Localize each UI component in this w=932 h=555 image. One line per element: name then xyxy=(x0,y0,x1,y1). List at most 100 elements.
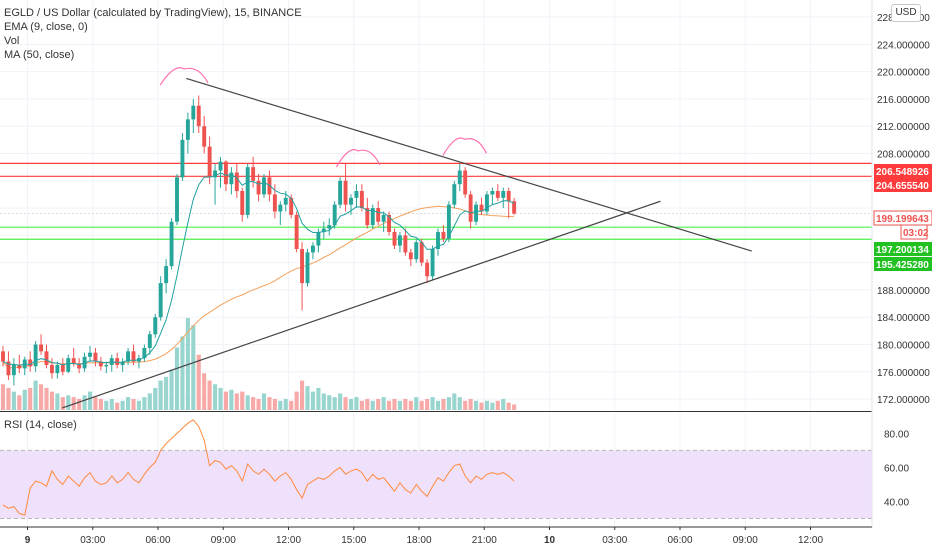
volume-bars xyxy=(0,318,517,410)
candle-body xyxy=(262,177,266,195)
volume-bar xyxy=(234,393,239,410)
rsi-panel xyxy=(0,411,872,519)
price-label-text: 197.200134 xyxy=(876,245,929,256)
volume-bar xyxy=(473,400,479,410)
volume-bar xyxy=(403,398,408,410)
volume-bar xyxy=(104,400,109,410)
candle-body xyxy=(120,361,125,365)
price-label-box xyxy=(874,242,932,256)
candle-body xyxy=(196,105,201,127)
candle-body xyxy=(376,208,381,222)
candle-body xyxy=(185,119,190,140)
candle-body xyxy=(403,235,408,253)
candle-body xyxy=(452,184,457,205)
volume-bar xyxy=(202,373,207,410)
volume-bar xyxy=(55,393,60,410)
time-tick-label: 06:00 xyxy=(667,535,692,546)
volume-bar xyxy=(397,400,403,410)
volume-bar xyxy=(392,398,397,410)
rsi-label[interactable]: RSI (14, close) xyxy=(4,419,77,431)
candle-body xyxy=(441,231,446,239)
volume-bar xyxy=(310,391,316,410)
volume-bar xyxy=(44,387,49,410)
candle-body xyxy=(218,161,223,171)
candle-body xyxy=(229,172,234,185)
candle-body xyxy=(332,204,337,226)
grid xyxy=(0,0,872,527)
candle-body xyxy=(338,180,343,205)
price-label-box xyxy=(874,164,932,178)
volume-bar xyxy=(338,393,343,410)
candle-body xyxy=(392,231,397,246)
price-label-box xyxy=(900,224,928,240)
indicator-ema[interactable]: EMA (9, close, 0) xyxy=(4,21,88,33)
volume-bar xyxy=(490,402,495,410)
volume-bar xyxy=(174,347,180,410)
volume-bar xyxy=(33,380,38,410)
volume-bar xyxy=(278,400,283,410)
candle-body xyxy=(457,170,462,185)
candle-body xyxy=(359,191,364,209)
volume-bar xyxy=(294,391,299,410)
time-tick-label: 10 xyxy=(544,535,556,546)
volume-bar xyxy=(87,391,93,410)
volume-bar xyxy=(343,397,348,410)
volume-bar xyxy=(142,397,147,410)
candle-body xyxy=(479,204,484,212)
volume-bar xyxy=(457,397,462,410)
candle-body xyxy=(321,228,326,232)
candle-body xyxy=(484,194,489,212)
candle-body xyxy=(49,364,54,374)
price-label-text: 206.548926 xyxy=(876,167,929,178)
volume-bar xyxy=(212,384,218,410)
candle-body xyxy=(77,363,82,369)
volume-bar xyxy=(283,398,288,410)
price-tick-label: 220.000000 xyxy=(877,68,930,79)
candle-body xyxy=(147,334,152,348)
volume-bar xyxy=(0,384,6,410)
volume-bar xyxy=(251,397,256,410)
candle-body xyxy=(397,235,402,246)
candle-body xyxy=(17,364,22,369)
candle-body xyxy=(202,126,207,147)
time-tick-label: 12:00 xyxy=(798,535,823,546)
candle-body xyxy=(6,361,11,376)
candle-body xyxy=(55,364,60,374)
indicator-ma[interactable]: MA (50, close) xyxy=(4,49,75,61)
candle-body xyxy=(60,364,65,372)
volume-bar xyxy=(240,391,245,410)
candle-body xyxy=(44,351,49,365)
candle-body xyxy=(256,180,261,195)
candle-body xyxy=(272,194,277,212)
candle-body xyxy=(169,221,174,267)
indicator-vol[interactable]: Vol xyxy=(4,35,20,47)
time-tick-label: 09:00 xyxy=(733,535,758,546)
volume-bar xyxy=(82,395,87,410)
price-tick-label: 216.000000 xyxy=(877,95,930,106)
candle-body xyxy=(430,249,435,277)
ema-line xyxy=(2,172,515,366)
chart-title: EGLD / US Dollar (calculated by TradingV… xyxy=(4,7,302,19)
candle-body xyxy=(240,191,245,215)
price-label-text: 199.199643 xyxy=(876,214,929,225)
candle-body xyxy=(300,249,305,284)
volume-bar xyxy=(452,393,457,410)
candle-body xyxy=(370,208,375,226)
volume-bar xyxy=(223,391,229,410)
currency-button[interactable]: USD xyxy=(891,4,921,22)
candle-body xyxy=(191,105,196,120)
time-tick-label: 03:00 xyxy=(80,535,105,546)
volume-bar xyxy=(272,398,277,410)
volume-bar xyxy=(120,400,125,410)
volume-bar xyxy=(256,398,261,410)
volume-bar xyxy=(147,393,152,410)
price-tick-label: 208.000000 xyxy=(877,149,930,160)
volume-bar xyxy=(6,387,11,410)
candle-body xyxy=(126,351,131,362)
candle-body xyxy=(490,191,495,195)
candle-body xyxy=(207,146,212,178)
trendline xyxy=(186,77,752,252)
volume-bar xyxy=(98,398,103,410)
